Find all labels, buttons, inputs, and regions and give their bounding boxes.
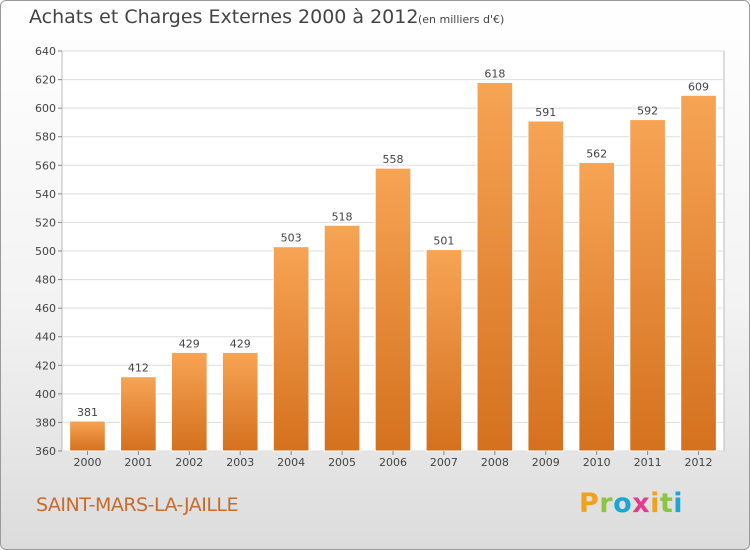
y-tick-label: 640 [35, 45, 56, 58]
proxiti-logo: Proxiti [579, 488, 684, 519]
y-tick-label: 360 [35, 445, 56, 458]
data-label: 562 [586, 147, 607, 160]
bar-2003 [221, 351, 259, 452]
x-tick-label: 2002 [175, 456, 203, 469]
y-tick-label: 580 [35, 131, 56, 144]
data-label: 429 [179, 337, 200, 350]
x-tick-label: 2007 [430, 456, 458, 469]
bar-2011 [629, 119, 666, 452]
bar-2010 [578, 161, 616, 452]
bar-2008 [476, 81, 514, 452]
bar-2005 [323, 224, 361, 452]
data-label: 503 [281, 232, 302, 245]
data-label: 609 [688, 80, 709, 93]
y-axis: 360 380 400 420 440 460 480 500 520 540 560 580 600 6… [35, 45, 62, 458]
y-tick-label: 440 [35, 331, 56, 344]
bar-2001 [120, 376, 157, 452]
y-tick-label: 480 [35, 274, 56, 287]
x-axis: 2000 2001 2002 2003 2004 2005 2006 2007 2008 2009… [73, 451, 713, 469]
bar-2002 [170, 351, 208, 452]
y-tick-label: 500 [35, 245, 56, 258]
bar-2012 [680, 94, 717, 452]
bars: 381 412 429 429 503 518 558 501 618 591 562 592 609 [69, 67, 717, 452]
data-label: 429 [230, 337, 251, 350]
data-label: 618 [484, 67, 505, 80]
data-label: 591 [535, 106, 556, 119]
y-tick-label: 600 [35, 102, 56, 115]
x-tick-label: 2009 [532, 456, 560, 469]
bar-2000 [69, 420, 106, 452]
x-tick-label: 2008 [481, 456, 509, 469]
chart-title: Achats et Charges Externes 2000 à 2012 [29, 6, 419, 28]
x-tick-label: 2011 [634, 456, 662, 469]
y-tick-label: 540 [35, 188, 56, 201]
y-tick-label: 420 [35, 359, 56, 372]
y-tick-label: 520 [35, 216, 56, 229]
data-label: 412 [128, 362, 149, 375]
x-tick-label: 2001 [124, 456, 152, 469]
data-label: 381 [77, 406, 98, 419]
x-tick-label: 2000 [73, 456, 101, 469]
y-tick-label: 400 [35, 388, 56, 401]
x-tick-label: 2003 [226, 456, 254, 469]
data-label: 592 [637, 105, 658, 118]
x-tick-label: 2004 [277, 456, 305, 469]
chart-subtitle: (en milliers d'€) [418, 13, 505, 26]
y-tick-label: 620 [35, 74, 56, 87]
x-tick-label: 2006 [379, 456, 407, 469]
y-tick-label: 560 [35, 159, 56, 172]
place-name: SAINT-MARS-LA-JAILLE [36, 494, 239, 516]
x-tick-label: 2012 [685, 456, 713, 469]
y-tick-label: 460 [35, 302, 56, 315]
data-label: 558 [383, 153, 404, 166]
data-label: 518 [332, 210, 353, 223]
bar-2009 [527, 120, 565, 452]
x-tick-label: 2005 [328, 456, 356, 469]
bar-2004 [272, 246, 310, 452]
data-label: 501 [433, 235, 454, 248]
bar-2007 [425, 249, 463, 452]
x-tick-label: 2010 [583, 456, 611, 469]
y-tick-label: 380 [35, 416, 56, 429]
bar-2006 [374, 167, 412, 452]
